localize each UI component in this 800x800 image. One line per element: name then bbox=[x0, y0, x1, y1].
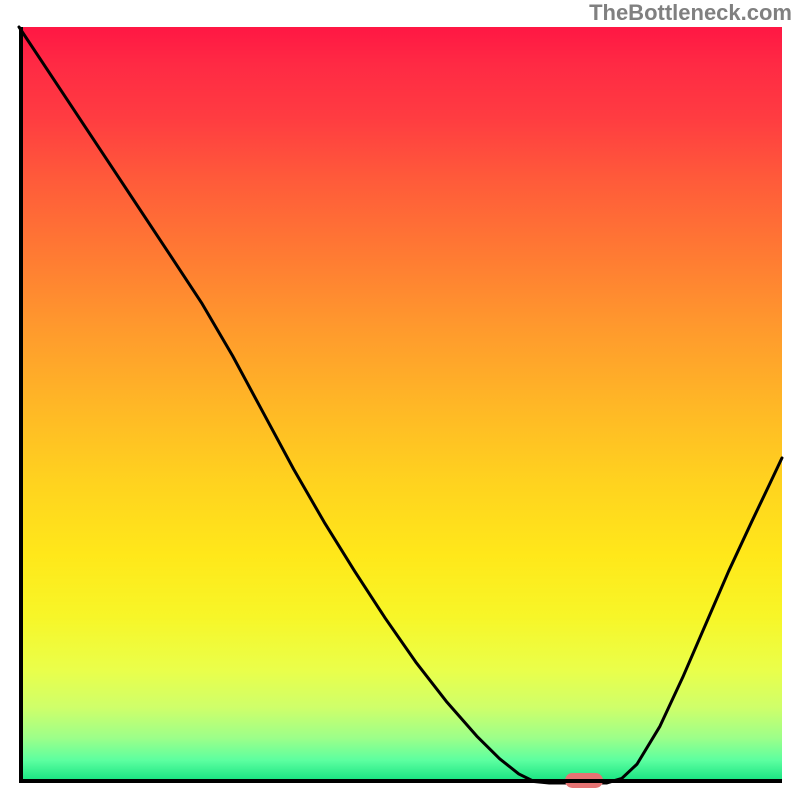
optimal-point-marker bbox=[565, 773, 603, 788]
watermark-text: TheBottleneck.com bbox=[589, 0, 792, 26]
chart-canvas: TheBottleneck.com bbox=[0, 0, 800, 800]
bottleneck-curve bbox=[19, 27, 782, 783]
plot-area bbox=[19, 27, 782, 783]
